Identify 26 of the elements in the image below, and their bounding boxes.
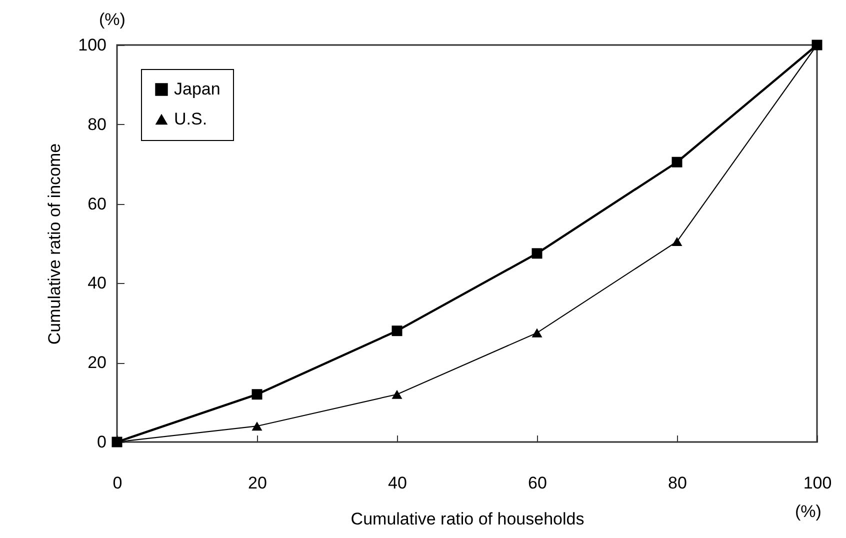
y-tick-label: 0 xyxy=(97,432,106,452)
point xyxy=(532,248,542,259)
y-tick-label: 40 xyxy=(88,274,106,293)
x-tick-label: 40 xyxy=(388,474,407,492)
y-tick-label: 80 xyxy=(88,114,106,134)
point xyxy=(672,156,682,168)
legend-label: U.S. xyxy=(174,110,208,128)
point xyxy=(252,422,262,431)
x-tick-label: 20 xyxy=(248,474,267,492)
x-tick-label: 100 xyxy=(803,474,832,492)
x-tick-label: 80 xyxy=(668,474,687,492)
text: (%) xyxy=(99,10,126,29)
y-axis-title: Cumulative ratio of income xyxy=(45,143,64,345)
point xyxy=(672,236,682,246)
point xyxy=(532,328,542,338)
point xyxy=(392,326,402,336)
y-tick-label: 60 xyxy=(88,194,106,214)
point xyxy=(392,390,402,399)
legend-label: Japan xyxy=(174,80,220,98)
point xyxy=(252,389,262,400)
x-tick-label: 60 xyxy=(528,474,547,492)
y-tick-label: 20 xyxy=(88,353,106,372)
text: (%) xyxy=(795,502,822,521)
y-tick-label: 100 xyxy=(78,36,106,54)
x-tick-label: 0 xyxy=(112,474,122,492)
x-axis-title: Cumulative ratio of households xyxy=(350,510,584,528)
